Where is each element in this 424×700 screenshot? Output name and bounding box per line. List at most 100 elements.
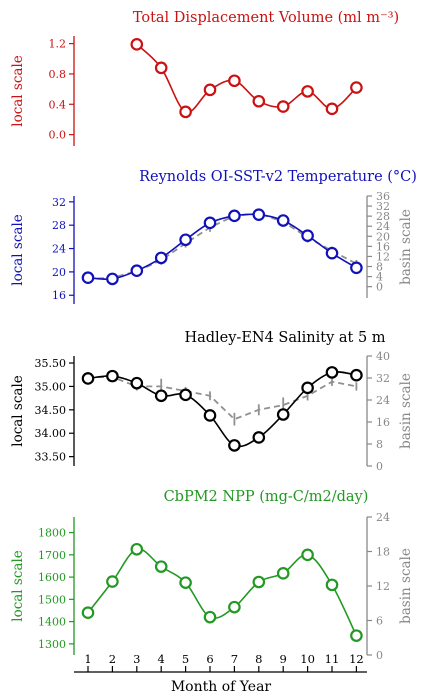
panel-3: Hadley-EN4 Salinity at 5 m 33.50 34.00 34.5… bbox=[10, 330, 414, 473]
chart-title: Reynolds OI-SST-v2 Temperature (°C) bbox=[139, 169, 417, 185]
left-tick-label: 1.2 bbox=[49, 38, 67, 51]
left-tick-label: 1700 bbox=[38, 549, 66, 562]
x-tick-label: 10 bbox=[300, 652, 315, 666]
data-point bbox=[228, 74, 241, 88]
x-tick-label: 5 bbox=[182, 652, 189, 666]
x-tick-label: 6 bbox=[206, 652, 213, 666]
data-point bbox=[276, 567, 290, 580]
left-tick-label: 32 bbox=[52, 196, 66, 209]
right-tick-label: 24 bbox=[376, 394, 390, 407]
right-tick-label: 0 bbox=[376, 281, 383, 294]
right-tick-label: 16 bbox=[376, 416, 390, 429]
chart-title: Hadley-EN4 Salinity at 5 m bbox=[184, 330, 385, 346]
right-axis-label: basin scale bbox=[398, 373, 414, 449]
right-tick-label: 32 bbox=[376, 200, 390, 213]
data-point bbox=[301, 548, 314, 562]
data-point bbox=[228, 209, 241, 223]
data-point bbox=[350, 81, 363, 94]
right-tick-label: 0 bbox=[376, 649, 383, 662]
left-axis-label: local scale bbox=[10, 55, 26, 127]
data-point bbox=[252, 431, 266, 444]
right-tick-label: 12 bbox=[376, 250, 390, 263]
right-axis-label: basin scale bbox=[398, 209, 414, 285]
left-tick-label: 1600 bbox=[38, 571, 66, 584]
right-tick-label: 12 bbox=[376, 580, 390, 593]
right-tick-label: 20 bbox=[376, 230, 390, 243]
left-tick-label: 0.0 bbox=[49, 129, 67, 142]
x-axis-label: Month of Year bbox=[171, 679, 272, 695]
right-tick-label: 24 bbox=[376, 511, 390, 524]
data-point bbox=[301, 85, 314, 98]
right-tick-label: 16 bbox=[376, 240, 390, 253]
data-point bbox=[154, 389, 168, 403]
data-point bbox=[154, 560, 168, 573]
data-point bbox=[203, 610, 217, 624]
left-tick-label: 35.50 bbox=[35, 357, 67, 370]
data-point bbox=[325, 366, 339, 379]
panel-1: Total Displacement Volume (ml m⁻³) 0.0 0.4… bbox=[10, 10, 399, 146]
data-point bbox=[154, 251, 168, 265]
local-series-line bbox=[87, 213, 357, 281]
data-point bbox=[276, 408, 290, 421]
data-point bbox=[203, 409, 217, 422]
x-tick-label: 3 bbox=[133, 652, 140, 666]
data-point bbox=[179, 388, 192, 402]
data-point bbox=[350, 629, 363, 642]
x-tick-label: 9 bbox=[280, 652, 287, 666]
x-tick-label: 4 bbox=[158, 652, 165, 666]
right-tick-label: 8 bbox=[376, 261, 383, 274]
data-point bbox=[350, 368, 363, 382]
data-point bbox=[130, 38, 144, 51]
data-point bbox=[203, 83, 217, 97]
data-point bbox=[252, 208, 266, 221]
panel-4: CbPM2 NPP (mg-C/m2/day) 1300 1400 1500 1600 1… bbox=[10, 489, 414, 662]
data-point bbox=[81, 271, 95, 285]
left-tick-label: 34.00 bbox=[35, 427, 67, 440]
data-point bbox=[301, 229, 314, 242]
data-point bbox=[350, 261, 363, 275]
x-tick-label: 2 bbox=[109, 652, 116, 666]
left-tick-label: 34.50 bbox=[35, 404, 67, 417]
right-axis-label: basin scale bbox=[398, 548, 414, 624]
left-tick-label: 1800 bbox=[38, 527, 66, 540]
data-point bbox=[130, 264, 144, 278]
basin-series-line bbox=[88, 376, 357, 421]
left-axis-label: local scale bbox=[10, 375, 26, 447]
right-tick-label: 32 bbox=[376, 372, 390, 385]
local-series-line bbox=[136, 43, 357, 113]
chart-title: CbPM2 NPP (mg-C/m2/day) bbox=[164, 489, 369, 505]
data-point bbox=[154, 61, 168, 75]
data-point bbox=[276, 100, 290, 113]
panel-2: Reynolds OI-SST-v2 Temperature (°C)16202… bbox=[10, 169, 417, 304]
data-point bbox=[106, 369, 119, 383]
data-point bbox=[325, 102, 339, 116]
data-point bbox=[130, 542, 144, 556]
data-point bbox=[81, 606, 95, 620]
left-axis-label: local scale bbox=[10, 214, 26, 286]
x-tick-label: 12 bbox=[349, 652, 364, 666]
data-point bbox=[179, 233, 192, 247]
data-point bbox=[276, 214, 290, 227]
right-tick-label: 6 bbox=[376, 615, 383, 628]
left-tick-label: 1300 bbox=[38, 638, 66, 651]
x-tick-label: 11 bbox=[325, 652, 340, 666]
left-tick-label: 16 bbox=[52, 289, 66, 302]
data-point bbox=[325, 578, 339, 592]
left-tick-label: 0.8 bbox=[49, 68, 67, 81]
right-tick-label: 8 bbox=[376, 438, 383, 451]
data-point bbox=[252, 94, 266, 108]
left-axis-label: local scale bbox=[10, 550, 26, 622]
data-point bbox=[106, 575, 119, 588]
data-point bbox=[130, 376, 144, 390]
right-tick-label: 28 bbox=[376, 210, 390, 223]
left-tick-label: 33.50 bbox=[35, 451, 67, 464]
left-tick-label: 35.00 bbox=[35, 380, 67, 393]
local-series-line bbox=[87, 548, 358, 636]
data-point bbox=[325, 246, 339, 260]
x-tick-label: 7 bbox=[231, 652, 238, 666]
data-point bbox=[106, 272, 119, 286]
data-point bbox=[203, 216, 217, 230]
data-point bbox=[179, 576, 192, 589]
